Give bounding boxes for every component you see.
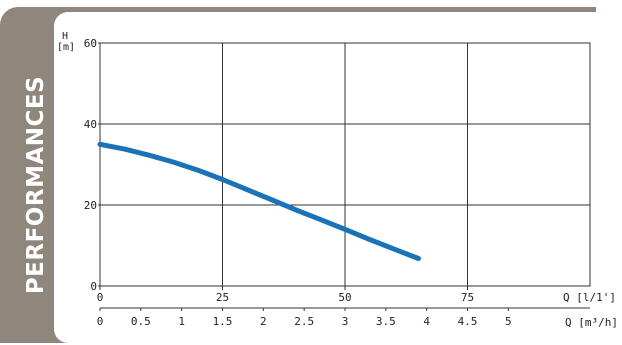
x-tick-label: 75 — [461, 291, 474, 304]
x2-tick-label: 0 — [97, 315, 104, 328]
performance-curve — [97, 141, 421, 261]
x2-tick-label: 1.5 — [213, 315, 233, 328]
x2-tick-label: 3 — [342, 315, 349, 328]
x2-tick-label: 4 — [423, 315, 430, 328]
y-tick-label: 20 — [84, 199, 97, 212]
x2-tick-label: 5 — [505, 315, 512, 328]
x2-tick-labels: 0 0.5 1 1.5 2 2.5 3 3.5 4 4.5 5 — [97, 308, 512, 328]
x-axis-label: Q [l/1'] — [563, 291, 616, 304]
x2-tick-label: 2.5 — [294, 315, 314, 328]
y-tick-label: 40 — [84, 118, 97, 131]
y-tick-label: 0 — [90, 280, 97, 293]
y-axis-unit: [m] — [57, 42, 75, 53]
x2-axis-label: Q [m³/h] — [565, 316, 618, 329]
x-tick-labels: 0 25 50 75 — [97, 286, 474, 304]
y-tick-labels: 60 40 20 0 — [84, 37, 100, 293]
x-tick-label: 50 — [338, 291, 351, 304]
chart-grid — [99, 42, 591, 309]
plot-card — [54, 12, 622, 343]
x2-tick-label: 0.5 — [131, 315, 151, 328]
x2-tick-label: 1 — [178, 315, 185, 328]
x2-tick-label: 3.5 — [376, 315, 396, 328]
y-axis-name: H — [62, 31, 68, 42]
x-tick-label: 0 — [97, 291, 104, 304]
y-tick-label: 60 — [84, 37, 97, 50]
x-tick-label: 25 — [216, 291, 229, 304]
x2-tick-label: 2 — [260, 315, 267, 328]
x2-tick-label: 4.5 — [458, 315, 478, 328]
